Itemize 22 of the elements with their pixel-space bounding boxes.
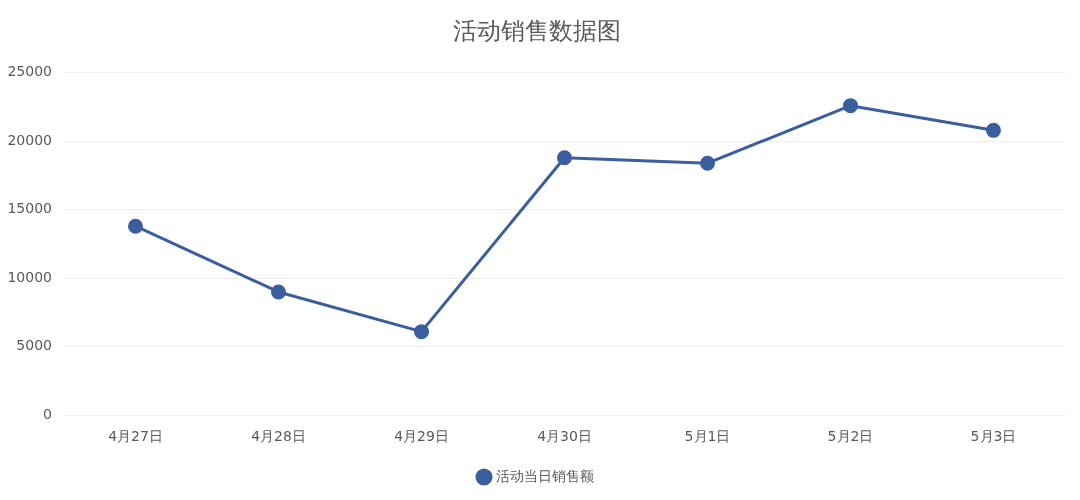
point: [557, 150, 572, 166]
x-tick-label: 4月30日: [537, 428, 592, 445]
point: [271, 284, 286, 300]
x-tick-label: 5月1日: [684, 428, 731, 445]
y-tick-label: 15000: [7, 200, 52, 217]
x-tick-label: 4月27日: [108, 428, 163, 445]
y-tick-label: 25000: [7, 63, 52, 80]
y-tick-label: 0: [43, 405, 52, 422]
x-tick-label: 4月29日: [394, 428, 449, 445]
point: [986, 122, 1001, 138]
x-tick-label: 5月2日: [827, 428, 874, 445]
point: [414, 324, 429, 340]
y-tick-label: 5000: [16, 337, 52, 354]
point: [128, 218, 143, 234]
x-tick-label: 4月28日: [251, 428, 306, 445]
legend-label: 活动当日销售额: [496, 467, 594, 484]
y-tick-label: 10000: [7, 268, 52, 285]
y-tick-label: 20000: [7, 131, 52, 148]
point: [700, 155, 715, 171]
x-tick-label: 5月3日: [970, 428, 1017, 445]
point: [843, 98, 858, 114]
chart-title: 活动销售数据图: [452, 16, 621, 45]
